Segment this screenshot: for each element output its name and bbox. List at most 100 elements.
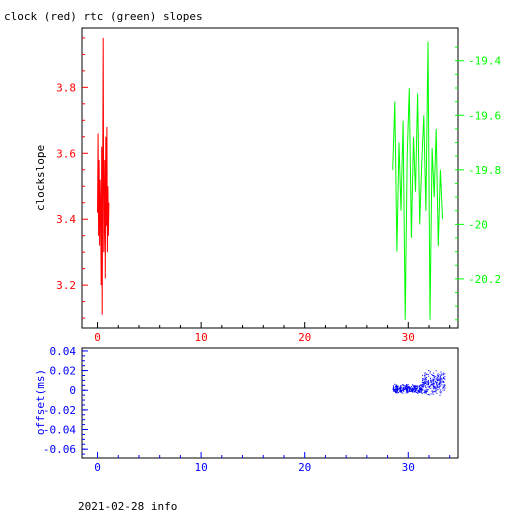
offset-point <box>423 383 425 385</box>
offset-point <box>395 389 397 391</box>
offset-y-tick-label: 0.04 <box>50 345 77 358</box>
offset-point <box>395 387 397 389</box>
offset-point <box>414 386 416 388</box>
offset-point <box>433 377 435 379</box>
offset-point <box>425 380 427 382</box>
offset-point <box>424 376 426 378</box>
slopes-right-tick-label: -19.6 <box>468 109 501 122</box>
offset-point <box>396 388 398 390</box>
offset-point <box>421 389 423 391</box>
offset-point <box>406 385 408 387</box>
offset-point <box>407 385 409 387</box>
offset-plot-frame <box>81 347 459 459</box>
offset-point <box>410 390 412 392</box>
offset-point <box>420 390 422 392</box>
offset-point <box>426 388 428 390</box>
offset-point <box>411 388 413 390</box>
offset-point <box>426 389 428 391</box>
offset-point <box>440 389 442 391</box>
offset-point <box>399 391 401 393</box>
slopes-x-tick-label: 10 <box>194 331 207 344</box>
offset-point <box>437 385 439 387</box>
offset-point <box>395 388 397 390</box>
offset-point <box>422 379 424 381</box>
offset-point <box>442 387 444 389</box>
offset-point <box>439 386 441 388</box>
slopes-x-tick-label: 30 <box>402 331 415 344</box>
offset-point <box>397 385 399 387</box>
offset-point <box>416 388 418 390</box>
offset-point <box>425 389 427 391</box>
offset-point <box>402 387 404 389</box>
offset-point <box>399 386 401 388</box>
offset-point <box>397 387 398 389</box>
offset-point <box>397 392 399 393</box>
offset-point <box>422 385 424 387</box>
offset-point <box>421 389 423 391</box>
offset-point <box>424 384 426 386</box>
offset-point <box>436 392 438 394</box>
offset-point <box>432 378 434 380</box>
slopes-plot-frame <box>81 27 459 329</box>
offset-point <box>392 385 394 387</box>
slopes-x-tick-label: 20 <box>298 331 311 344</box>
offset-point <box>442 385 444 387</box>
offset-point <box>401 384 403 386</box>
offset-point <box>417 392 419 394</box>
offset-point <box>439 374 441 376</box>
offset-y-axis-label: offset(ms) <box>34 369 47 435</box>
offset-point <box>436 386 438 388</box>
offset-point <box>440 379 442 381</box>
offset-point <box>433 391 435 393</box>
offset-point <box>439 379 441 381</box>
offset-point <box>426 390 428 392</box>
offset-point <box>399 391 401 392</box>
offset-point <box>428 387 430 389</box>
offset-point <box>440 378 442 380</box>
offset-point <box>417 385 419 387</box>
offset-point <box>439 378 441 380</box>
offset-y-tick-label: 0.02 <box>50 365 77 378</box>
offset-point <box>443 381 445 383</box>
offset-point <box>433 372 435 374</box>
offset-point <box>431 390 433 392</box>
offset-point <box>407 388 409 390</box>
offset-point <box>406 392 408 394</box>
offset-point <box>440 391 442 393</box>
offset-x-axis: 0 10 20 30 <box>94 452 451 474</box>
offset-point <box>407 391 409 393</box>
offset-point <box>401 387 403 389</box>
offset-point <box>416 387 418 389</box>
offset-point <box>400 385 402 387</box>
offset-point <box>437 375 439 377</box>
offset-point <box>428 383 429 385</box>
offset-point <box>399 387 401 389</box>
offset-point <box>402 385 404 387</box>
offset-point <box>393 390 395 392</box>
offset-point <box>410 387 412 389</box>
offset-point <box>425 382 427 384</box>
offset-point <box>422 386 424 388</box>
offset-point <box>443 386 445 388</box>
offset-point <box>431 384 433 386</box>
offset-point <box>393 389 395 391</box>
offset-point <box>437 383 439 385</box>
offset-point <box>397 388 399 390</box>
offset-point <box>427 380 429 382</box>
offset-point <box>397 389 399 391</box>
offset-point <box>432 380 434 382</box>
offset-point <box>401 392 403 394</box>
slopes-panel: 0 10 20 30 3.23.43.63.8 -19.4-19.6-19.8-20-… <box>34 27 501 344</box>
offset-point <box>433 378 435 380</box>
offset-point <box>432 380 433 382</box>
offset-y-tick-label: -0.06 <box>43 443 76 456</box>
offset-point <box>415 388 417 390</box>
offset-point <box>444 373 446 375</box>
offset-point <box>424 381 426 383</box>
offset-point <box>435 375 437 377</box>
offset-point <box>428 375 430 377</box>
offset-point <box>435 382 437 384</box>
offset-point <box>420 384 422 386</box>
offset-point <box>422 388 424 390</box>
offset-point <box>435 388 437 390</box>
